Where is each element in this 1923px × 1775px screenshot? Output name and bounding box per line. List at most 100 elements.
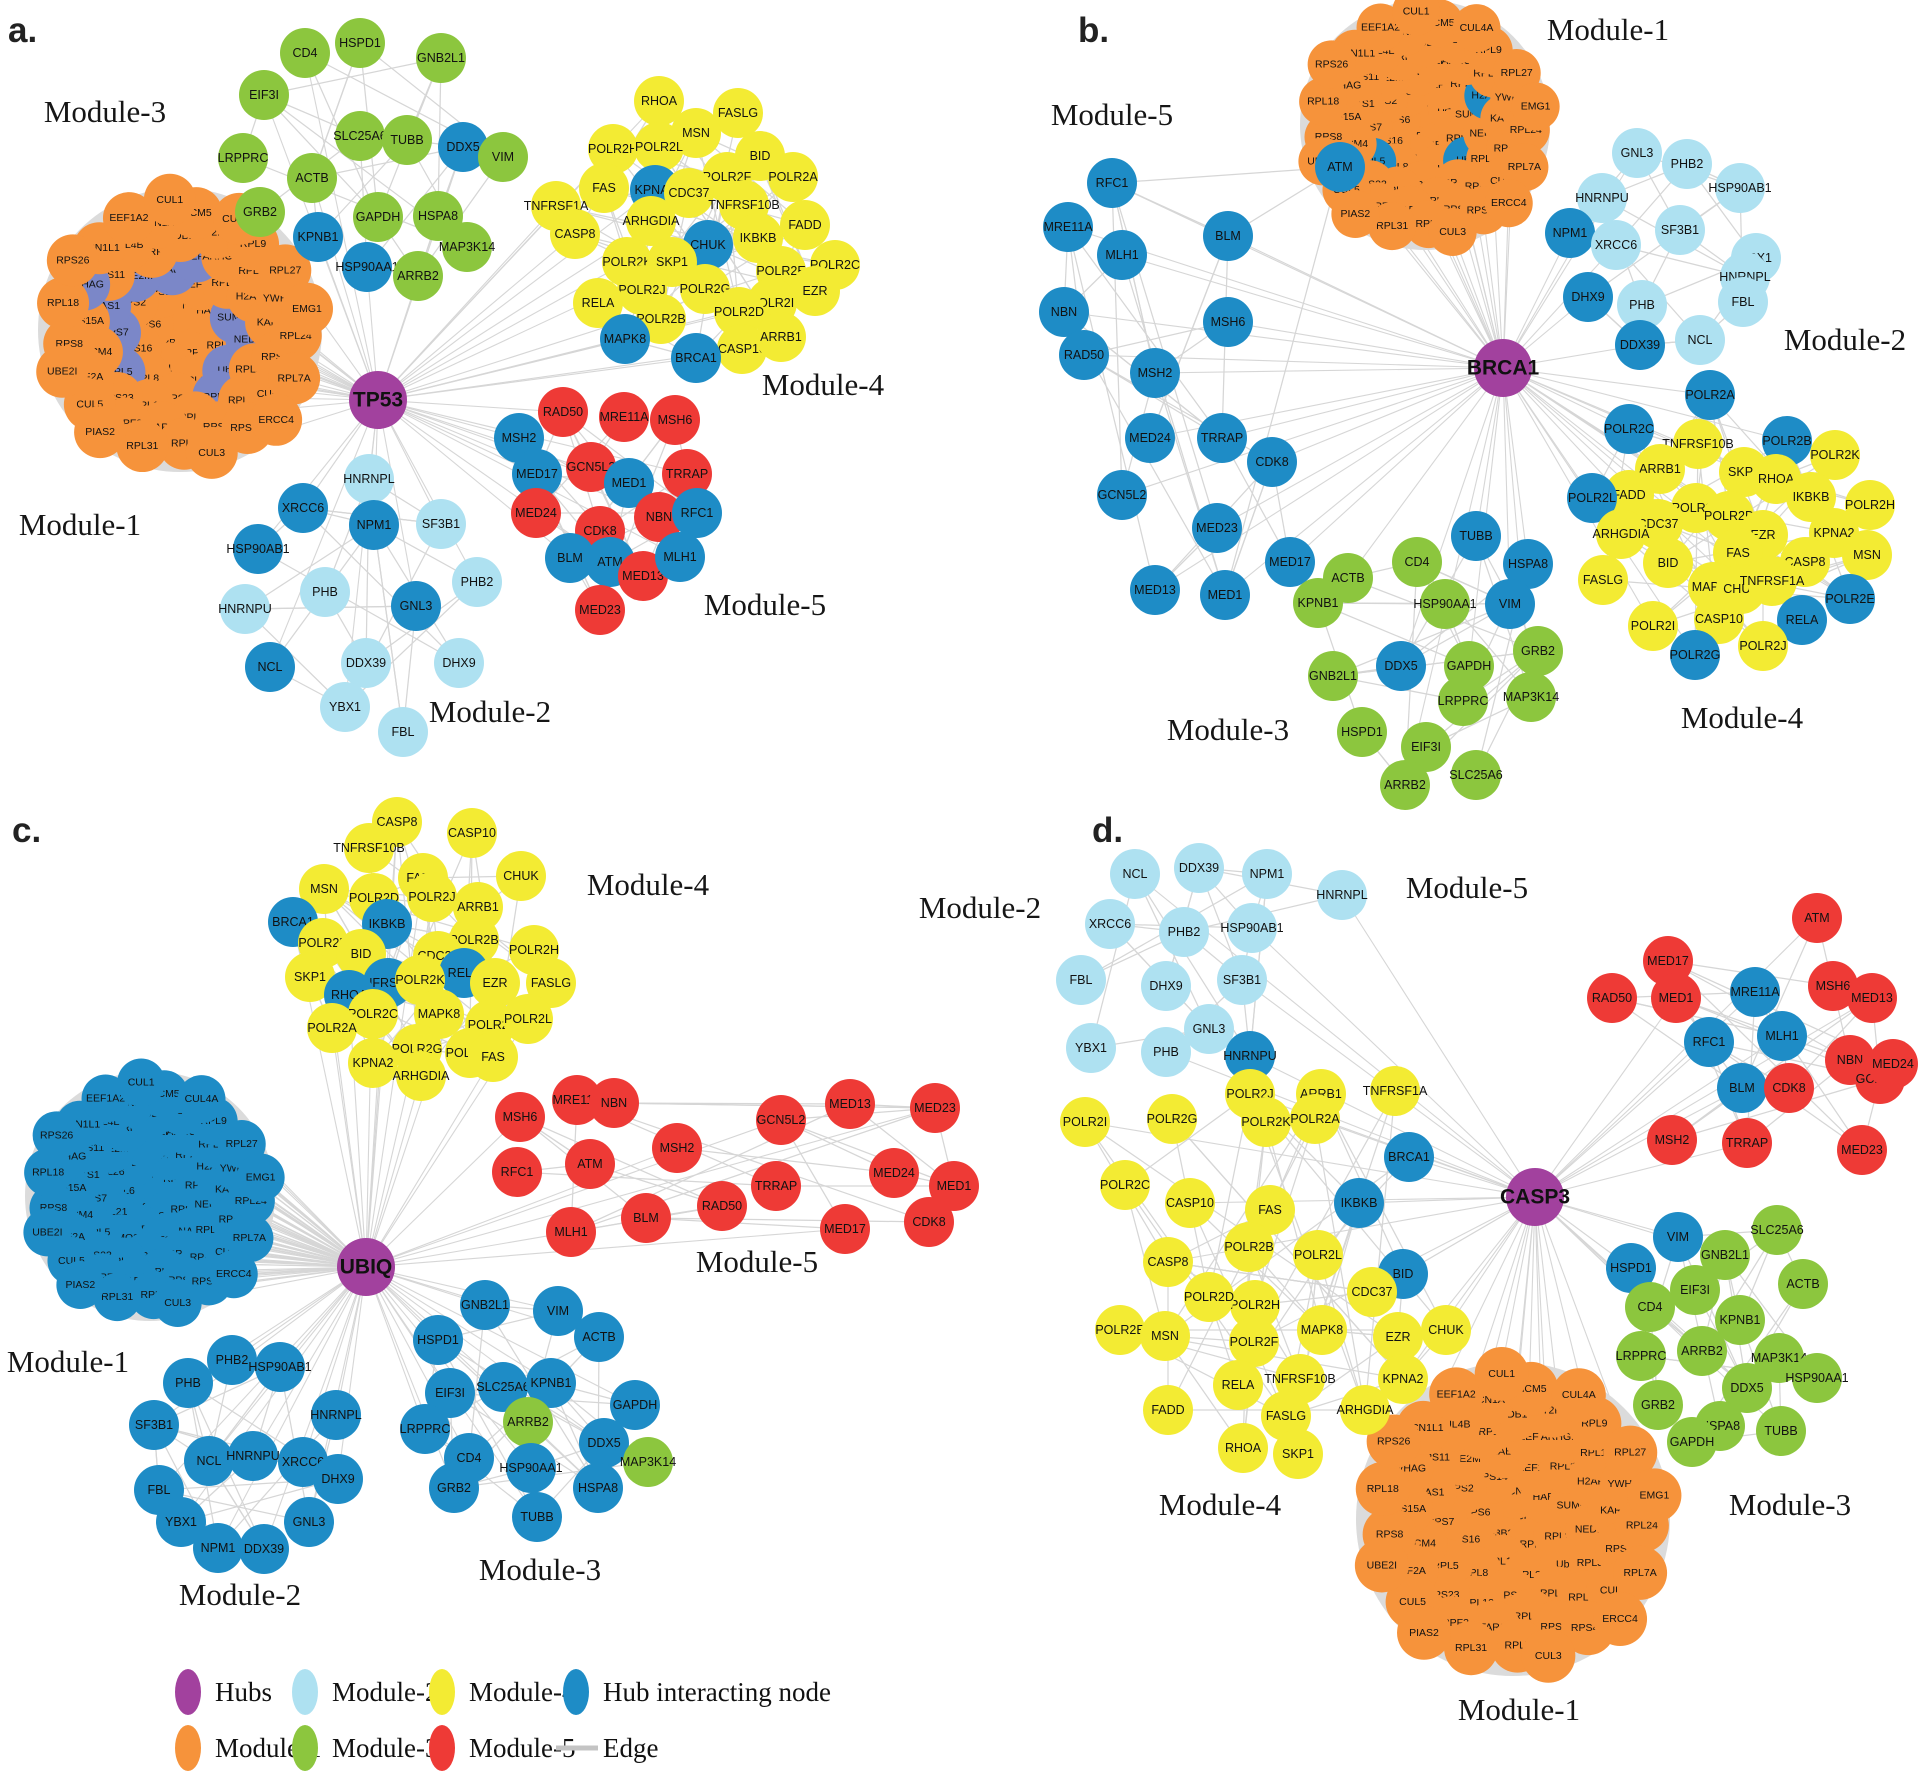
node-CHUK[interactable]: CHUK [1421,1305,1471,1355]
node-GNL3[interactable]: GNL3 [1612,128,1662,178]
node-HSP90AA1[interactable]: HSP90AA1 [1413,579,1477,629]
node-MED1[interactable]: MED1 [604,458,654,508]
node-DDX39[interactable]: DDX39 [239,1524,289,1574]
node-POLR2A[interactable]: POLR2A [307,1003,357,1053]
node-ARRB2[interactable]: ARRB2 [393,251,443,301]
node-NBN[interactable]: NBN [589,1078,639,1128]
node-MED23[interactable]: MED23 [1192,503,1242,553]
node-CUL1[interactable]: CUL1 [1392,0,1441,36]
node-FASLG[interactable]: FASLG [1578,555,1628,605]
node-TUBB[interactable]: TUBB [1451,511,1501,561]
node-FAS[interactable]: FAS [579,163,629,213]
node-CASP10[interactable]: CASP10 [1165,1178,1215,1228]
node-MSH2[interactable]: MSH2 [1647,1115,1697,1165]
node-EMG1[interactable]: EMG1 [1627,1468,1682,1523]
node-HSPD1[interactable]: HSPD1 [413,1315,463,1365]
node-POLR2L[interactable]: POLR2L [1293,1230,1343,1280]
node-RPL7A[interactable]: RPL7A [268,352,321,405]
node-CUL3[interactable]: CUL3 [1428,208,1477,257]
node-CUL4A[interactable]: CUL4A [1551,1368,1606,1423]
node-MRE11A[interactable]: MRE11A [1043,202,1093,252]
node-CD4[interactable]: CD4 [280,28,330,78]
node-MLH1[interactable]: MLH1 [655,532,705,582]
node-FBL[interactable]: FBL [1056,955,1106,1005]
node-YBX1[interactable]: YBX1 [1066,1023,1116,1073]
node-RPL18[interactable]: RPL18 [1355,1462,1410,1517]
node-MAPK8[interactable]: MAPK8 [1297,1305,1347,1355]
node-TUBB[interactable]: TUBB [1756,1406,1806,1456]
node-PHB2[interactable]: PHB2 [1662,139,1712,189]
node-XRCC6[interactable]: XRCC6 [1085,899,1135,949]
node-POLR2L[interactable]: POLR2L [503,994,553,1044]
node-PIAS2[interactable]: PIAS2 [56,1260,105,1309]
node-CASP10[interactable]: CASP10 [447,808,497,858]
node-SLC25A6[interactable]: SLC25A6 [333,111,387,161]
node-TNFRSF10B[interactable]: TNFRSF10B [333,823,405,873]
node-XRCC6[interactable]: XRCC6 [1591,220,1641,270]
node-SF3B1[interactable]: SF3B1 [1217,955,1267,1005]
node-DDX39[interactable]: DDX39 [341,638,391,688]
node-IKBKB[interactable]: IKBKB [1786,472,1836,522]
node-MAP3K14[interactable]: MAP3K14 [620,1437,676,1487]
node-HSPD1[interactable]: HSPD1 [1337,707,1387,757]
node-TRRAP[interactable]: TRRAP [751,1161,801,1211]
node-RAD50[interactable]: RAD50 [1587,973,1637,1023]
node-RELA[interactable]: RELA [1213,1360,1263,1410]
node-POLR2G[interactable]: POLR2G [1147,1094,1198,1144]
node-GNB2L1[interactable]: GNB2L1 [1308,651,1358,701]
node-SF3B1[interactable]: SF3B1 [1655,205,1705,255]
node-VIM[interactable]: VIM [533,1286,583,1336]
node-MAP3K14[interactable]: MAP3K14 [1503,672,1559,722]
node-NPM1[interactable]: NPM1 [1242,849,1292,899]
node-DDX39[interactable]: DDX39 [1174,843,1224,893]
node-POLR2L[interactable]: POLR2L [1567,473,1617,523]
node-ARHGDIA[interactable]: ARHGDIA [1593,509,1651,559]
node-MED23[interactable]: MED23 [910,1083,960,1133]
node-DHX9[interactable]: DHX9 [434,638,484,688]
node-HNRNPU[interactable]: HNRNPU [218,584,272,634]
node-POLR2F[interactable]: POLR2F [1229,1317,1279,1367]
node-MED24[interactable]: MED24 [869,1148,919,1198]
node-ATM[interactable]: ATM [1792,893,1842,943]
node-POLR2H[interactable]: POLR2H [1845,480,1895,530]
node-POLR2A[interactable]: POLR2A [768,152,818,202]
node-TNFRSF10B[interactable]: TNFRSF10B [1662,419,1734,469]
node-NPM1[interactable]: NPM1 [349,500,399,550]
node-HSP90AB1[interactable]: HSP90AB1 [248,1342,312,1392]
node-POLR2C[interactable]: POLR2C [1604,404,1654,454]
node-MRE11A[interactable]: MRE11A [1730,967,1780,1017]
node-MED23[interactable]: MED23 [1837,1125,1887,1175]
node-POLR2A[interactable]: POLR2A [1685,370,1735,420]
node-RPL7A[interactable]: RPL7A [1500,143,1549,192]
node-CDC37[interactable]: CDC37 [1347,1267,1397,1317]
node-EMG1[interactable]: EMG1 [236,1153,285,1202]
node-GAPDH[interactable]: GAPDH [353,192,403,242]
node-RPL18[interactable]: RPL18 [1299,77,1348,126]
node-VIM[interactable]: VIM [1485,579,1535,629]
node-EIF3I[interactable]: EIF3I [239,70,289,120]
node-RPL7A[interactable]: RPL7A [225,1214,274,1263]
node-NCL[interactable]: NCL [1675,315,1725,365]
node-ERCC4[interactable]: ERCC4 [209,1250,258,1299]
node-DHX9[interactable]: DHX9 [1141,961,1191,1011]
node-PIAS2[interactable]: PIAS2 [1397,1605,1452,1660]
node-EMG1[interactable]: EMG1 [1511,82,1560,131]
node-RPS26[interactable]: RPS26 [32,1111,81,1160]
node-CHUK[interactable]: CHUK [496,851,546,901]
node-MED17[interactable]: MED17 [512,449,562,499]
node-HNRNPU[interactable]: HNRNPU [226,1431,280,1481]
node-POLR2J[interactable]: POLR2J [1738,621,1788,671]
node-NCL[interactable]: NCL [1110,849,1160,899]
node-EZR[interactable]: EZR [790,266,840,316]
node-HSP90AA1[interactable]: HSP90AA1 [499,1443,563,1493]
node-NCL[interactable]: NCL [184,1436,234,1486]
node-CDK8[interactable]: CDK8 [1247,437,1297,487]
node-KPNB1[interactable]: KPNB1 [1293,578,1343,628]
node-CASP8[interactable]: CASP8 [550,209,600,259]
hub-node-UBIQ[interactable]: UBIQ [337,1238,395,1296]
node-LRPPRC[interactable]: LRPPRC [1438,676,1489,726]
node-MED24[interactable]: MED24 [511,488,561,538]
node-PHB[interactable]: PHB [1141,1027,1191,1077]
hub-node-BRCA1[interactable]: BRCA1 [1467,339,1540,397]
node-PHB[interactable]: PHB [1617,280,1667,330]
